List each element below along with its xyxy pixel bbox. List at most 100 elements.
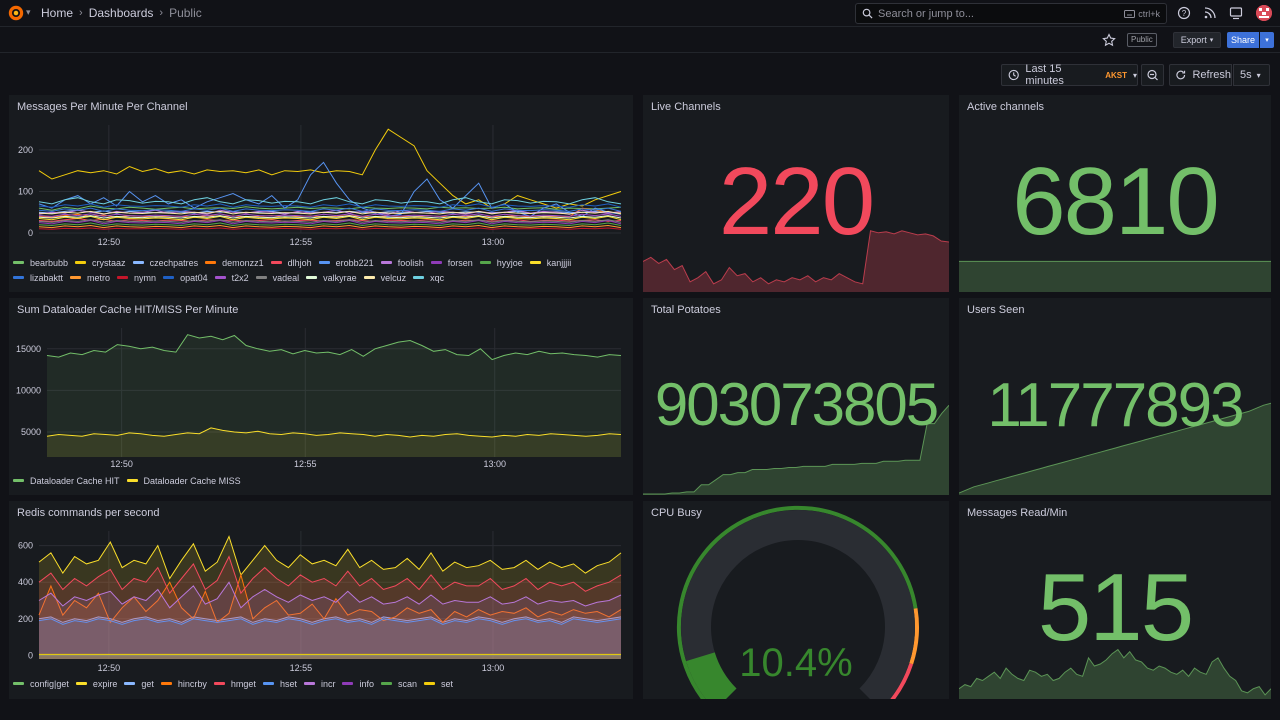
series-line: [38, 227, 622, 230]
legend-item[interactable]: crystaaz: [75, 255, 126, 270]
user-avatar[interactable]: [1256, 5, 1272, 21]
monitor-icon[interactable]: [1229, 6, 1243, 20]
legend-item[interactable]: Dataloader Cache MISS: [126, 473, 241, 488]
grafana-logo-icon[interactable]: [7, 4, 25, 22]
keyboard-icon: [1124, 9, 1136, 18]
legend-item[interactable]: opat04: [163, 270, 208, 285]
legend-item[interactable]: nymn: [117, 270, 156, 285]
legend-item[interactable]: lizabaktt: [13, 270, 63, 285]
gauge-threshold-arc: [909, 608, 919, 665]
legend-item[interactable]: t2x2: [214, 270, 249, 285]
legend-swatch: [214, 276, 226, 279]
legend-item[interactable]: forsen: [430, 255, 473, 270]
legend-swatch: [13, 261, 24, 264]
top-nav-bar: ▾ Home › Dashboards › Public Search or j…: [0, 0, 1280, 27]
svg-text:?: ?: [1182, 9, 1187, 18]
legend-label: crystaaz: [92, 257, 126, 268]
chart-legend: bearbubb crystaaz czechpatres demonzz1 dlhjo…: [13, 255, 623, 285]
export-button[interactable]: Export ▾: [1173, 32, 1221, 48]
legend-swatch: [380, 261, 392, 264]
legend-item[interactable]: czechpatres: [132, 255, 198, 270]
zoom-out-button[interactable]: [1141, 64, 1164, 86]
legend-swatch: [380, 682, 392, 685]
legend-item[interactable]: vadeal: [255, 270, 300, 285]
legend-label: kanjjjii: [546, 257, 572, 268]
legend-label: bearbubb: [30, 257, 69, 268]
legend-item[interactable]: hyyjoe: [479, 255, 523, 270]
legend-item[interactable]: velcuz: [363, 270, 407, 285]
legend-item[interactable]: hincrby: [160, 676, 207, 691]
series-area: [39, 618, 621, 659]
legend-swatch: [413, 276, 425, 279]
legend-item[interactable]: metro: [70, 270, 110, 285]
chart-legend: Dataloader Cache HIT Dataloader Cache MIS…: [13, 473, 623, 488]
legend-item[interactable]: expire: [75, 676, 117, 691]
legend-item[interactable]: get: [124, 676, 154, 691]
chart-legend: config|get expire get hincrby hmget hset incr i…: [13, 676, 623, 691]
search-input[interactable]: Search or jump to... ctrl+k: [855, 3, 1167, 24]
legend-swatch: [205, 261, 217, 264]
series-area: [39, 574, 621, 659]
legend-item[interactable]: scan: [380, 676, 417, 691]
panel-users-seen: Users Seen 11777893: [959, 298, 1271, 495]
sparkline-line: [643, 404, 949, 495]
zoom-out-icon: [1147, 69, 1158, 81]
legend-item[interactable]: incr: [303, 676, 335, 691]
legend-label: vadeal: [272, 272, 300, 283]
x-tick-label: 12:55: [290, 663, 313, 673]
time-range-picker[interactable]: Last 15 minutes AKST ▾: [1001, 63, 1138, 87]
clock-icon: [1008, 69, 1019, 81]
legend-label: Dataloader Cache MISS: [143, 475, 241, 486]
refresh-button[interactable]: Refresh: [1169, 64, 1232, 86]
legend-swatch: [213, 682, 225, 685]
series-line: [38, 207, 622, 212]
legend-item[interactable]: dlhjoh: [270, 255, 312, 270]
series-line: [38, 161, 622, 217]
breadcrumb-home[interactable]: Home: [41, 6, 74, 20]
chevron-down-icon: ▾: [1265, 37, 1269, 44]
y-tick-label: 0: [28, 650, 33, 660]
panel-title: Messages Read/Min: [967, 507, 1068, 519]
legend-item[interactable]: kanjjjii: [529, 255, 572, 270]
legend-item[interactable]: erobb221: [318, 255, 374, 270]
legend-item[interactable]: set: [424, 676, 453, 691]
y-tick-label: 0: [28, 228, 33, 238]
legend-item[interactable]: bearbubb: [13, 255, 68, 270]
share-button[interactable]: Share: [1227, 32, 1259, 48]
chevron-right-icon: ›: [159, 7, 164, 19]
legend-swatch: [342, 682, 354, 685]
legend-label: foolish: [397, 257, 424, 268]
help-icon[interactable]: ?: [1177, 6, 1191, 20]
series-line: [38, 555, 622, 595]
refresh-interval-picker[interactable]: 5s ▾: [1233, 64, 1270, 86]
keyboard-shortcut: ctrl+k: [1124, 9, 1166, 19]
panel-title: Users Seen: [967, 304, 1025, 316]
breadcrumb-dashboards[interactable]: Dashboards: [88, 6, 154, 20]
legend-label: get: [141, 678, 154, 689]
legend-item[interactable]: info: [342, 676, 374, 691]
chevron-down-icon[interactable]: ▾: [26, 7, 31, 17]
legend-item[interactable]: hset: [262, 676, 297, 691]
legend-item[interactable]: hmget: [213, 676, 256, 691]
x-tick-label: 12:50: [98, 237, 121, 247]
legend-item[interactable]: demonzz1: [205, 255, 264, 270]
rss-icon[interactable]: [1203, 6, 1217, 20]
legend-swatch: [303, 682, 315, 685]
legend-item[interactable]: xqc: [413, 270, 444, 285]
series-line: [46, 334, 622, 361]
gauge-value: 10.4%: [739, 641, 853, 685]
refresh-icon: [1176, 70, 1186, 80]
series-area: [39, 536, 621, 659]
share-dropdown-button[interactable]: ▾: [1260, 32, 1274, 48]
star-icon[interactable]: [1102, 33, 1116, 47]
legend-swatch: [306, 276, 318, 279]
legend-swatch: [163, 276, 175, 279]
legend-item[interactable]: valkyrae: [306, 270, 357, 285]
legend-item[interactable]: foolish: [380, 255, 424, 270]
live-channels-sparkline: [643, 230, 949, 292]
legend-item[interactable]: Dataloader Cache HIT: [13, 473, 120, 488]
legend-label: velcuz: [380, 272, 407, 283]
legend-swatch: [132, 261, 144, 264]
legend-item[interactable]: config|get: [13, 676, 69, 691]
legend-label: hset: [279, 678, 297, 689]
